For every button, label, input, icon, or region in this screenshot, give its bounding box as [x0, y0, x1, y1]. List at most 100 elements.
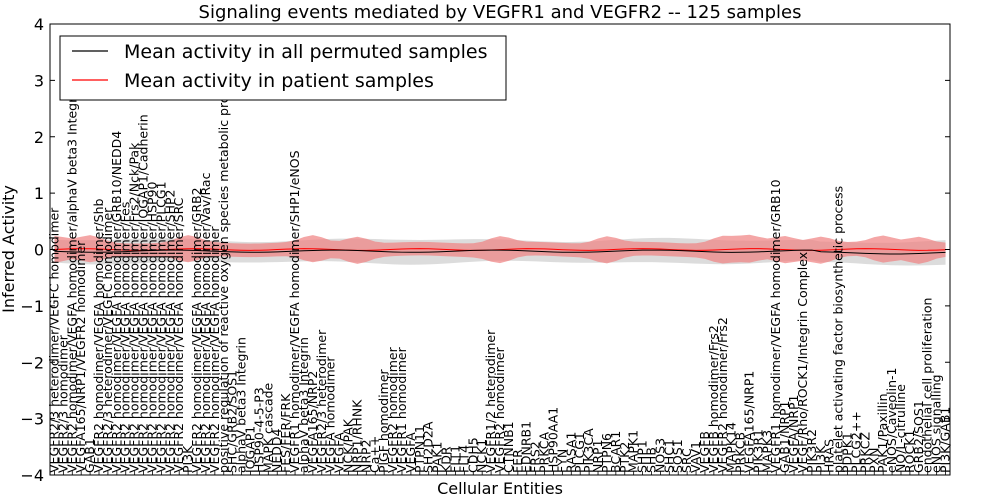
entity-label: VEGFR2 homodimer/VEGFA homodimer/GRB2: [189, 187, 204, 473]
entity-label: SHB: [643, 447, 658, 473]
entity-label: PAK1: [430, 442, 445, 473]
entity-label: PLCG2++: [848, 411, 863, 473]
legend-box: [59, 35, 507, 101]
entity-label: VEGFA homodimer: [323, 356, 338, 473]
y-ticks-layer: −4 −3 −2 −1 0 1 2 3 4: [20, 15, 950, 485]
entity-label: FLT4: [456, 445, 471, 473]
entity-label: PTK2: [617, 442, 632, 473]
y-tick-label: −4: [20, 466, 44, 485]
entity-label: NRP2: [358, 439, 373, 473]
y-tick-label: 1: [34, 184, 44, 203]
entity-label: VEGFR2 homodimer: [492, 346, 507, 473]
entity-label: VEGFA165/NRP1: [742, 371, 757, 473]
entity-label: PRKCA: [537, 432, 552, 473]
entity-label: FLT1: [447, 445, 462, 473]
y-axis-title: Inferred Activity: [0, 185, 18, 313]
entity-label: SH2D2A: [421, 421, 436, 473]
entity-label: eNOS signalling: [929, 374, 944, 473]
entity-label: VEGFR2 homodimer: [385, 346, 400, 473]
entity-label: PRKCB: [733, 432, 748, 473]
entity-label: VEGFR2/3 homodimer: [55, 334, 70, 473]
y-tick-label: 2: [34, 128, 44, 147]
x-axis-title: Cellular Entities: [437, 479, 563, 498]
entity-label: SHP1: [635, 440, 650, 473]
entity-label: NEDD4: [269, 429, 284, 473]
entity-label: VEGFR2/3 heterodimer: [314, 329, 329, 473]
entity-label: alphaV beta3 Integrin: [296, 337, 311, 473]
entity-label: VEGFR2 homodimer/VEGFA homodimer/IQGAP1/…: [136, 114, 151, 473]
entity-label: PDPK1: [840, 432, 855, 473]
legend-label-permuted: Mean activity in all permuted samples: [124, 41, 487, 63]
chart-title: Signaling events mediated by VEGFR1 and …: [199, 2, 802, 23]
entity-label: SRC: [679, 448, 694, 473]
entity-label: PRKCZ: [857, 432, 872, 473]
entity-label: BCAR1: [608, 431, 623, 473]
entity-label: MAPK cascade: [260, 382, 275, 473]
entity-label: VEGFR2 homodimer/VEGFA homodimer/PLCG1: [153, 181, 168, 473]
entity-label: FER: [510, 449, 525, 473]
entity-label: VEGFA165/NRP1/VEGFR2 homodimer: [73, 240, 88, 473]
entity-label: PI3K/GAB1: [938, 407, 953, 473]
entity-label: CTNNB1: [501, 421, 516, 473]
entity-label: PTPN11: [412, 425, 427, 473]
entity-label: platelet activating factor biosynthetic …: [831, 186, 846, 473]
entity-label: VEGFA165/NRP2: [305, 371, 320, 473]
entity-label: HRAS: [822, 439, 837, 473]
entity-label: MAPK3: [759, 430, 774, 473]
entity-label: ROCK1: [902, 430, 917, 473]
y-tick-label: 3: [34, 71, 44, 90]
entity-labels-layer: VEGFR2/3 heterodimer/VEGFC homodimerVEGF…: [46, 68, 952, 473]
lines-layer: [54, 248, 946, 255]
entity-label: SOS1: [670, 439, 685, 473]
entity-label: VEGFR1/2 heterodimer: [483, 329, 498, 473]
y-tick-label: 4: [34, 15, 44, 34]
entity-label: VEGFA: [332, 432, 347, 473]
entity-label: PIK3R2: [804, 429, 819, 473]
entity-label: VEGFR2 homodimer/VEGFA homodimer/Shb: [91, 198, 106, 473]
entity-label: VEGF/Rho/ROCK1/Integrin Complex: [795, 252, 810, 473]
entity-label: VEGFR2 homodimer/VEGFA homodimer/GRB10/N…: [109, 131, 124, 473]
entity-label: SHC1: [661, 439, 676, 473]
entity-label: VEGFR2 homodimer/Frs2: [715, 317, 730, 473]
entity-label: GAB1/NRP1: [777, 400, 792, 473]
legend: Mean activity in all permuted samples Me…: [59, 35, 507, 101]
entity-label: NO/L-citrulline: [893, 384, 908, 473]
entity-label: PIK3R1: [750, 429, 765, 473]
entity-label: MAPK14: [724, 422, 739, 473]
entity-label: NRP1: [590, 439, 605, 473]
entity-label: VEGFA/NRP1: [786, 395, 801, 473]
entity-label: VEGFR2 homodimer/VEGFA homodimer/alphaV …: [64, 86, 79, 473]
entity-label: VEGFR1 homodimer/VEGFA homodimer/GRB10: [768, 179, 783, 473]
entity-label: VEGFR2 homodimer/VEGFA homodimer/SHP2: [162, 189, 177, 473]
entity-label: PTPN6: [599, 433, 614, 473]
entity-label: IQGAP1: [242, 426, 257, 473]
entity-label: PAK1/Paxillin: [875, 394, 890, 474]
entity-label: VEGFB: [697, 431, 712, 473]
entity-label: FYN: [554, 449, 569, 473]
entity-label: PI3K: [813, 445, 828, 473]
entity-label: PXN: [866, 448, 881, 473]
entity-label: NCK/PAK: [341, 418, 356, 473]
entity-label: Ca++: [367, 436, 382, 473]
entity-label: PIK3CA: [581, 428, 596, 473]
entity-label: NCK1: [474, 439, 489, 473]
entity-label: VEGFA: [403, 432, 418, 473]
legend-label-patient: Mean activity in patient samples: [124, 70, 434, 92]
entity-label: VAV1: [688, 441, 703, 473]
entity-label: VEGFR2 homodimer/VEGFA homodimer/HSP90: [144, 181, 159, 473]
entity-label: VEGFR2 homodimer/VEGFA homodimer/Fes: [118, 202, 133, 473]
entity-label: GAB1: [82, 438, 97, 473]
y-tick-label: −3: [20, 410, 44, 429]
entity-label: MAPK1: [626, 430, 641, 473]
entity-label: VEGFR2 homodimer/VEGFA homodimer: [207, 226, 222, 473]
entity-label: HSP90-4-5-P3: [251, 387, 266, 473]
entity-label: PlGF homodimer: [376, 368, 391, 473]
entity-label: VEGFR1 homodimer: [394, 346, 409, 473]
entity-label: NRP1/RHNK: [349, 399, 364, 473]
entity-label: VEGFR2 homodimer/VEGFA homodimer/Vav/Rac: [198, 172, 213, 473]
entity-label: VEGFR1 homodimer/VEGFA homodimer/SHP1/eN…: [287, 150, 302, 473]
entity-label: VEGFB homodimer/Frs2: [706, 325, 721, 473]
permuted-line: [54, 249, 946, 255]
entity-label: VEGFR2/3 heterodimer/VEGFC homodimer: [100, 207, 115, 473]
